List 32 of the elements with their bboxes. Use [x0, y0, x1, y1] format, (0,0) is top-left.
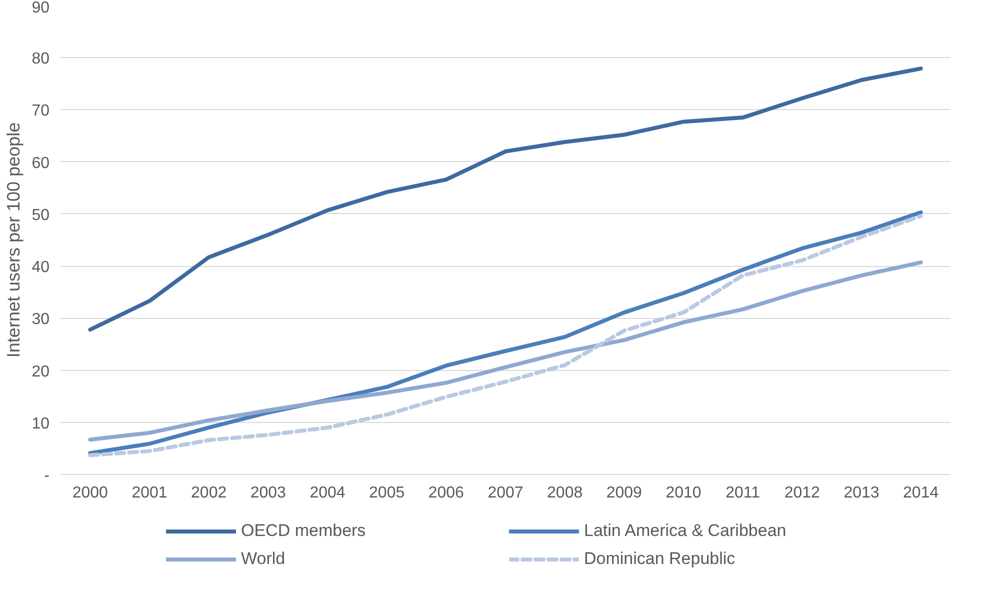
y-tick-label: 50	[32, 206, 50, 224]
legend-label: OECD members	[241, 521, 367, 541]
x-tick-label: 2006	[428, 484, 464, 502]
y-tick-label: 10	[32, 415, 50, 432]
y-axis-title: Internet users per 100 people	[4, 122, 24, 358]
y-tick-label: 80	[32, 50, 50, 68]
y-tick-label: 60	[32, 154, 50, 172]
x-tick-label: 2014	[903, 484, 939, 502]
y-tick-label: 30	[32, 311, 50, 328]
x-tick-label: 2004	[310, 484, 346, 502]
y-tick-label: 70	[32, 102, 50, 120]
x-tick-label: 2012	[784, 484, 820, 502]
x-tick-label: 2001	[132, 484, 168, 502]
y-tick-label: 90	[32, 0, 50, 16]
line-series	[88, 66, 923, 332]
x-tick-label: 2013	[844, 484, 880, 502]
x-tick-label: 2003	[250, 484, 286, 502]
x-tick-label: 2011	[726, 484, 760, 502]
x-tick-label: 2009	[606, 484, 642, 502]
y-tick-label: 40	[32, 259, 50, 276]
x-tick-label: 2002	[191, 484, 227, 502]
legend-label: Latin America & Caribbean	[584, 521, 788, 541]
legend-label: Dominican Republic	[584, 549, 736, 569]
x-tick-label: 2010	[666, 484, 702, 502]
x-tick-label: 2000	[72, 484, 108, 502]
line-series	[88, 260, 923, 442]
y-tick-label: -	[44, 468, 50, 484]
legend-label: World	[241, 549, 286, 569]
x-tick-label: 2008	[547, 484, 583, 502]
x-tick-label: 2005	[369, 484, 405, 502]
x-tick-label: 2007	[488, 484, 524, 502]
y-tick-label: 20	[32, 363, 50, 380]
